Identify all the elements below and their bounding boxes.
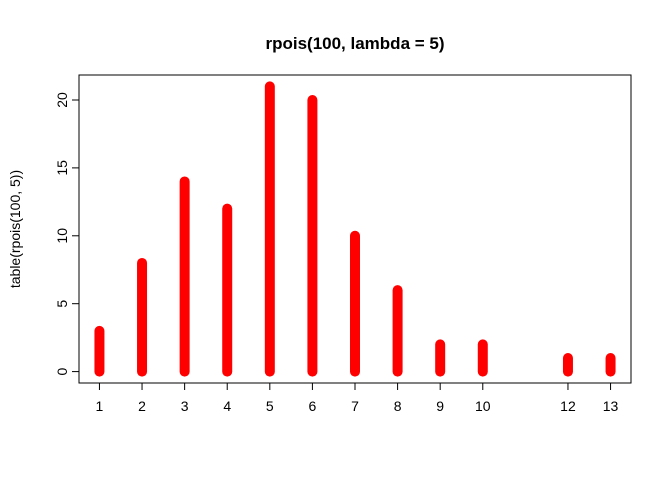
y-tick-label: 5 <box>54 300 70 308</box>
x-tick-label: 13 <box>603 398 619 414</box>
x-tick-label: 12 <box>560 398 576 414</box>
chart-title: rpois(100, lambda = 5) <box>265 34 444 53</box>
x-tick-label: 7 <box>351 398 359 414</box>
x-tick-label: 8 <box>394 398 402 414</box>
y-tick-label: 15 <box>54 160 70 176</box>
x-tick-label: 5 <box>266 398 274 414</box>
x-tick-label: 4 <box>223 398 231 414</box>
y-tick-label: 20 <box>54 92 70 108</box>
y-tick-label: 10 <box>54 228 70 244</box>
y-tick-label: 0 <box>54 367 70 375</box>
x-tick-label: 6 <box>309 398 317 414</box>
x-axis: 1 2 3 4 5 6 7 8 9 10 12 13 <box>96 382 619 414</box>
x-tick-label: 2 <box>138 398 146 414</box>
y-axis: 0 5 10 15 20 <box>54 92 80 375</box>
x-tick-label: 1 <box>96 398 104 414</box>
x-tick-label: 10 <box>475 398 491 414</box>
bars-layer <box>94 81 616 377</box>
x-tick-label: 9 <box>436 398 444 414</box>
x-tick-label: 3 <box>181 398 189 414</box>
y-axis-title: table(rpois(100, 5)) <box>7 170 23 288</box>
